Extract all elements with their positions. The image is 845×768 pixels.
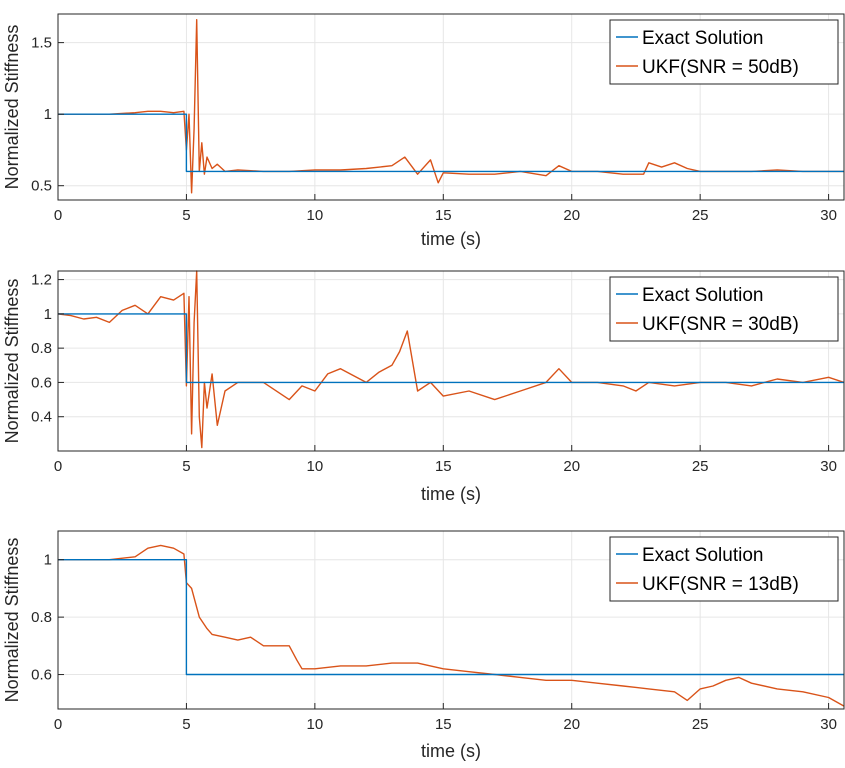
series-lines [58,544,845,707]
y-tick-label: 0.8 [31,609,52,626]
x-tick-label: 15 [435,207,452,224]
x-tick-label: 20 [563,207,580,224]
ticks: 0 5 10 15 20 25 30 0.6 0.8 1 [31,552,837,733]
x-tick-label: 5 [182,207,190,224]
y-tick-label: 0.6 [31,374,52,391]
x-tick-label: 5 [182,716,190,733]
series-line-ukf [58,19,844,194]
series-lines [58,19,844,194]
axes-frame [57,13,845,201]
y-tick-label: 0.8 [31,340,52,357]
legend-box [609,19,839,85]
x-tick-label: 0 [54,716,62,733]
y-axis-label: Normalized Stiffness [2,25,22,190]
series-lines [57,270,845,449]
axes-frame [57,270,845,452]
x-tick-label: 30 [820,207,837,224]
y-tick-label: 1.5 [31,35,52,52]
legend: Exact Solution UKF(SNR = 50dB) [609,19,839,85]
series-line-exact-solution [58,313,844,384]
x-tick-label: 10 [307,458,324,475]
legend: Exact Solution UKF(SNR = 30dB) [609,276,839,342]
x-tick-label: 20 [563,458,580,475]
legend-label-exact: Exact Solution [642,28,763,49]
legend-label-exact: Exact Solution [642,285,763,306]
y-tick-label: 1 [44,552,52,569]
x-tick-label: 30 [820,716,837,733]
legend: Exact Solution UKF(SNR = 13dB) [609,536,839,602]
x-axis-label: time (s) [421,741,481,761]
series-line-ukf [58,544,845,707]
legend-box [609,536,839,602]
y-axis-label: Normalized Stiffness [2,279,22,444]
x-tick-label: 20 [563,716,580,733]
ticks: 0 5 10 15 20 25 30 0.4 0.6 0.8 1 1.2 [31,272,837,475]
y-tick-label: 0.6 [31,667,52,684]
x-tick-label: 15 [435,716,452,733]
x-tick-label: 0 [54,458,62,475]
x-tick-label: 10 [307,716,324,733]
x-tick-label: 25 [692,716,709,733]
y-tick-label: 0.5 [31,178,52,195]
y-tick-label: 1.2 [31,272,52,289]
legend-label-exact: Exact Solution [642,545,763,566]
ticks: 0 5 10 15 20 25 30 0.5 1 1.5 [31,35,837,224]
panel-1: 0 5 10 15 20 25 30 0.5 1 1.5 time (s) Normalized … [2,13,845,249]
legend-label-ukf: UKF(SNR = 13dB) [642,574,799,595]
series-line-exact-solution [58,559,844,676]
x-tick-label: 30 [820,458,837,475]
panel-2: 0 5 10 15 20 25 30 0.4 0.6 0.8 1 1.2 time (s) Norma… [2,270,845,504]
series-line-exact-solution [58,113,844,173]
axes-frame [57,530,845,710]
legend-label-ukf: UKF(SNR = 50dB) [642,57,799,78]
y-axis-label: Normalized Stiffness [2,538,22,703]
y-tick-label: 1 [44,106,52,123]
x-tick-label: 0 [54,207,62,224]
x-tick-label: 15 [435,458,452,475]
y-tick-label: 0.4 [31,409,52,426]
x-tick-label: 25 [692,458,709,475]
panel-3: 0 5 10 15 20 25 30 0.6 0.8 1 time (s) Normalized … [2,530,845,761]
x-axis-label: time (s) [421,484,481,504]
x-tick-label: 10 [307,207,324,224]
legend-label-ukf: UKF(SNR = 30dB) [642,314,799,335]
x-tick-label: 5 [182,458,190,475]
legend-box [609,276,839,342]
x-axis-label: time (s) [421,229,481,249]
x-tick-label: 25 [692,207,709,224]
y-tick-label: 1 [44,306,52,323]
